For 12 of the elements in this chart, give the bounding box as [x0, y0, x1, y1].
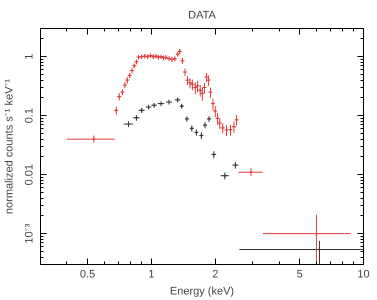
y-axis-title: normalized counts s⁻¹ keV⁻¹: [4, 78, 16, 214]
x-tick-label: 2: [212, 268, 218, 280]
x-axis-title: Energy (keV): [170, 286, 234, 298]
y-tick-label: 0.01: [24, 164, 36, 186]
x-tick-label: 1: [148, 268, 154, 280]
y-tick-label: 1: [24, 54, 36, 60]
x-tick-label: 0.5: [80, 268, 96, 280]
x-tick-label: 5: [296, 268, 303, 280]
chart-title: DATA: [188, 10, 217, 22]
x-tick-label: 10: [357, 268, 370, 280]
y-tick-label: 10⁻³: [24, 223, 36, 244]
y-tick-label: 0.1: [24, 108, 36, 124]
